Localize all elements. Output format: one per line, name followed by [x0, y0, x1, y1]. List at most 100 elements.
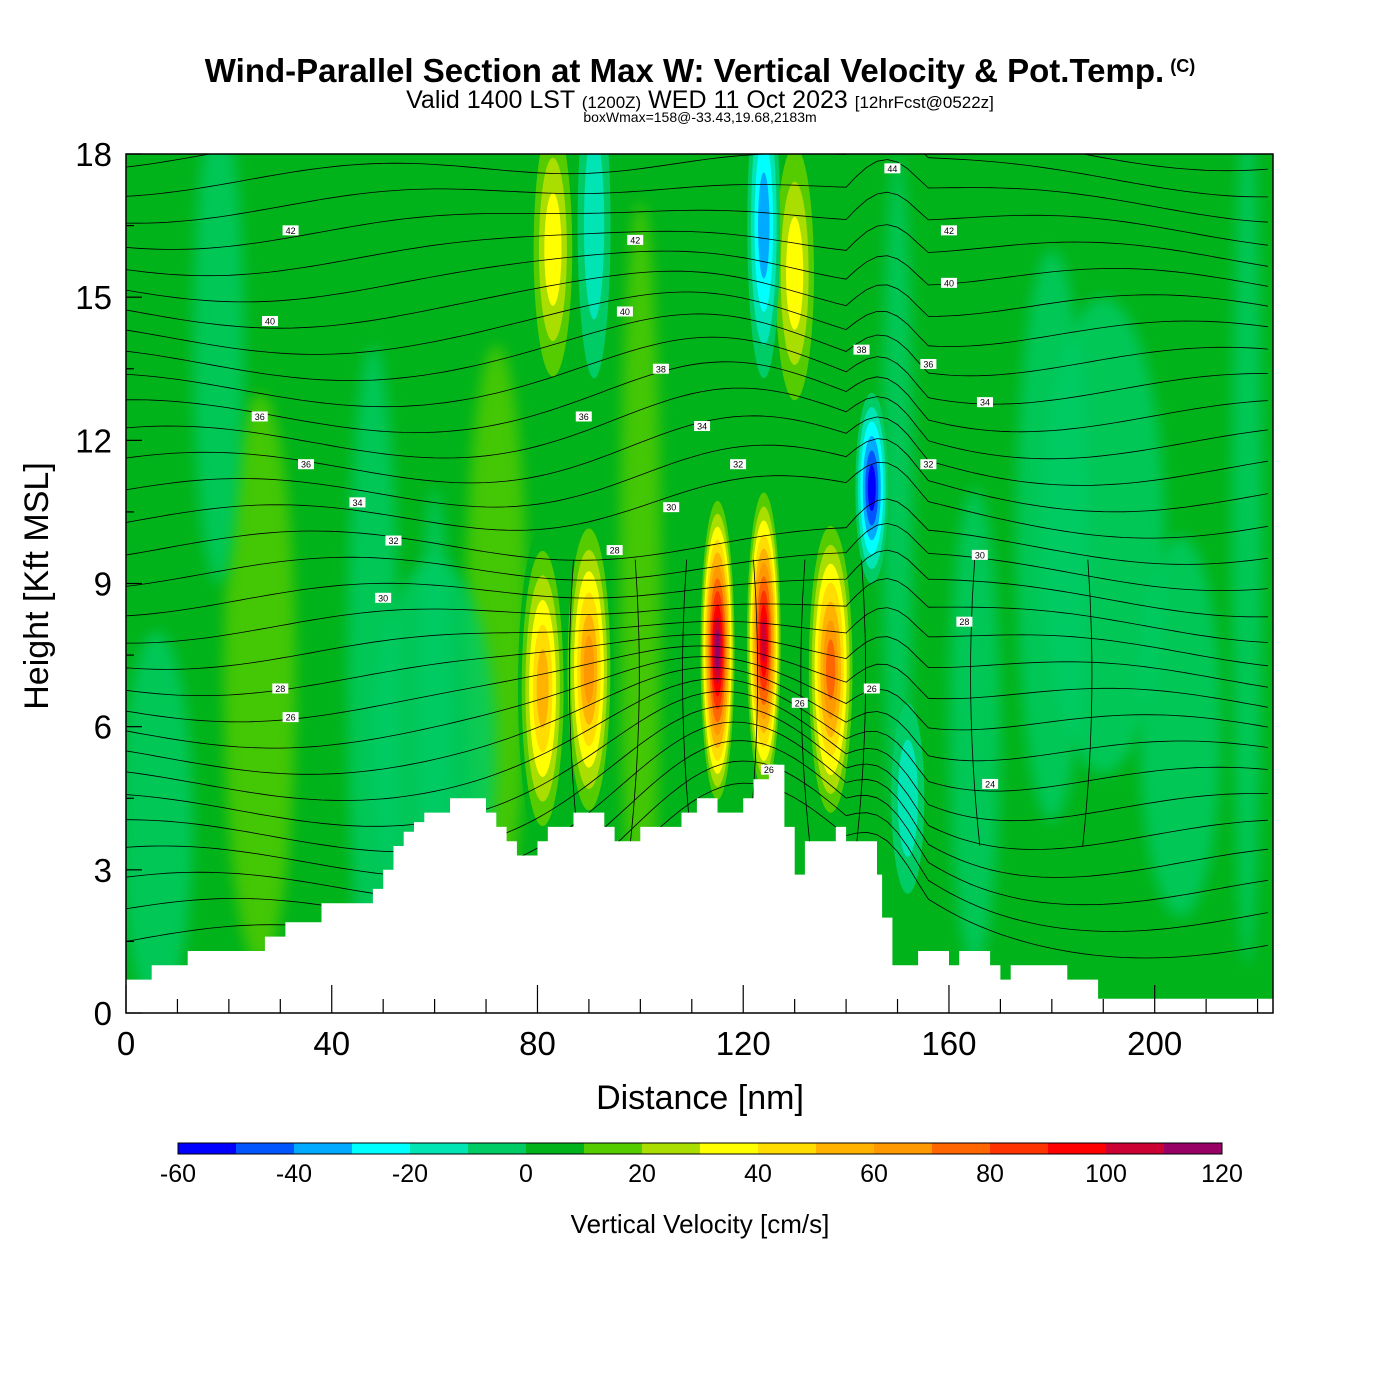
theta-label: 40 — [616, 306, 633, 317]
isentrope-line — [126, 461, 1268, 539]
y-tick-label: 9 — [94, 566, 112, 603]
theta-label: 26 — [760, 764, 777, 775]
x-tick-label: 40 — [313, 1025, 350, 1062]
theta-label-text: 40 — [620, 307, 630, 317]
texture-band — [126, 631, 193, 1013]
colorbar-swatch — [352, 1143, 411, 1154]
theta-label-text: 32 — [923, 460, 933, 470]
theta-label-bg — [298, 459, 315, 470]
theta-label-text: 30 — [666, 503, 676, 513]
theta-label-bg — [863, 683, 880, 694]
colorbar-swatch — [1106, 1143, 1165, 1154]
theta-label-text: 30 — [975, 550, 985, 560]
colorbar-tick-label: -40 — [276, 1160, 312, 1188]
texture-band — [1231, 154, 1263, 966]
valid-time: Valid 1400 LST — [406, 86, 575, 114]
theta-label-text: 26 — [795, 698, 805, 708]
theta-label-text: 28 — [275, 684, 285, 694]
isentrope-line — [1082, 559, 1093, 847]
colorbar-swatch — [874, 1143, 933, 1154]
y-tick-label: 12 — [75, 422, 112, 459]
isentrope-line — [126, 291, 1268, 355]
colorbar: -60 -40 -20 0 20 40 60 80 100 120 — [160, 1142, 1243, 1188]
colorbar-tick-label: -60 — [160, 1160, 196, 1188]
theta-label-bg — [976, 397, 993, 408]
x-tick-label: 200 — [1127, 1025, 1182, 1062]
colorbar-swatch — [1048, 1143, 1107, 1154]
theta-label-bg — [920, 459, 937, 470]
x-tick-label: 80 — [519, 1025, 556, 1062]
theta-label-text: 40 — [944, 278, 954, 288]
y-axis-label: Height [Kft MSL] — [18, 462, 56, 710]
velocity-cells — [517, 154, 925, 894]
isentrope-line — [126, 159, 1268, 224]
theta-label: 44 — [884, 163, 901, 174]
isentrope-line — [126, 313, 1268, 382]
theta-label-bg — [262, 316, 279, 327]
theta-label-text: 24 — [985, 779, 995, 789]
colorbar-swatch — [410, 1143, 469, 1154]
theta-label-bg — [282, 225, 299, 236]
updraft-contour — [786, 216, 804, 330]
velocity-texture — [126, 154, 1263, 1013]
isentrope-line — [682, 559, 693, 847]
y-tick-label: 18 — [75, 136, 112, 173]
texture-band — [192, 154, 245, 584]
theta-label-text: 42 — [286, 226, 296, 236]
colorbar-swatch — [932, 1143, 991, 1154]
colorbar-frame — [177, 1142, 1223, 1155]
theta-label-text: 32 — [733, 460, 743, 470]
theta-label: 32 — [920, 459, 937, 470]
isentrope-line — [126, 250, 1268, 303]
isentrope-line — [970, 559, 981, 847]
colorbar-swatch — [700, 1143, 759, 1154]
theta-label-bg — [652, 363, 669, 374]
theta-label: 34 — [694, 421, 711, 432]
theta-label-text: 26 — [764, 765, 774, 775]
theta-label-bg — [251, 411, 268, 422]
theta-label-bg — [272, 683, 289, 694]
theta-label: 40 — [262, 316, 279, 327]
theta-label-bg — [853, 344, 870, 355]
isentrope-line — [126, 678, 1268, 801]
theta-label-text: 26 — [286, 713, 296, 723]
isentrope-line — [126, 336, 1268, 408]
forecast-info: [12hrFcst@0522z] — [854, 93, 994, 112]
colorbar-tick-label: 60 — [860, 1160, 888, 1188]
isentrope-line — [126, 760, 1268, 932]
downdraft-contour — [758, 172, 770, 279]
theta-label-bg — [606, 545, 623, 556]
theta-label: 26 — [863, 683, 880, 694]
colorbar-swatch — [468, 1143, 527, 1154]
theta-label-text: 42 — [944, 226, 954, 236]
theta-label-text: 36 — [301, 460, 311, 470]
theta-label-text: 36 — [255, 412, 265, 422]
downdraft-contour — [867, 464, 876, 512]
colorbar-swatch — [816, 1143, 875, 1154]
theta-label-bg — [956, 616, 973, 627]
updraft-contour — [715, 629, 720, 671]
theta-label: 38 — [853, 344, 870, 355]
isentrope-line — [126, 522, 1268, 591]
chart-subtitle: Valid 1400 LST (1200Z) WED 11 Oct 2023 [… — [0, 86, 1400, 115]
isentrope-line — [126, 656, 1268, 749]
theta-label-text: 36 — [923, 359, 933, 369]
theta-label-bg — [616, 306, 633, 317]
isentrope-line — [629, 559, 640, 847]
theta-label: 30 — [375, 592, 392, 603]
theta-label-bg — [940, 225, 957, 236]
y-tick-label: 3 — [94, 852, 112, 889]
theta-label-text: 28 — [610, 546, 620, 556]
colorbar-tick-label: 100 — [1085, 1160, 1127, 1188]
theta-label: 34 — [349, 497, 366, 508]
theta-label-bg — [282, 712, 299, 723]
y-tick-label: 6 — [94, 709, 112, 746]
theta-label-bg — [884, 163, 901, 174]
theta-label: 36 — [920, 358, 937, 369]
theta-label-text: 34 — [697, 422, 707, 432]
colorbar-swatch — [178, 1143, 237, 1154]
theta-label: 36 — [251, 411, 268, 422]
colorbar-tick-label: 120 — [1201, 1160, 1243, 1188]
theta-label-bg — [349, 497, 366, 508]
